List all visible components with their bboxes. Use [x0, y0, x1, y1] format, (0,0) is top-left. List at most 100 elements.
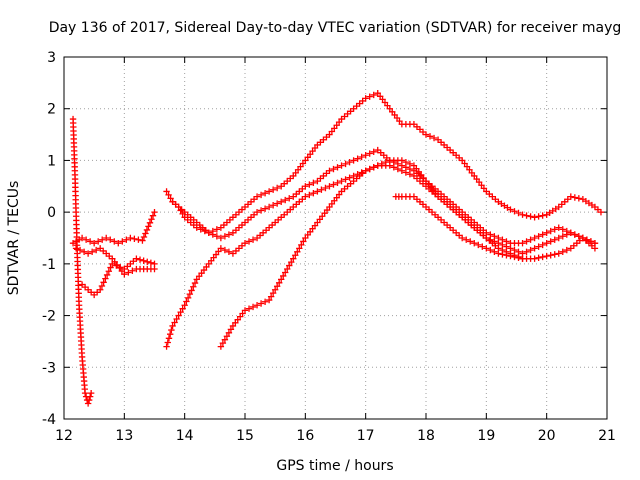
arc-7-point	[177, 308, 184, 316]
arc-7-point	[179, 305, 186, 312]
arc-1-point	[86, 393, 94, 400]
chart-title: Day 136 of 2017, Sidereal Day-to-day VTE…	[49, 20, 622, 36]
arc-8-point	[225, 329, 233, 337]
arc-5-point	[422, 131, 430, 138]
arc-6-point	[370, 148, 377, 156]
data-marks	[69, 90, 605, 407]
arc-9-point	[487, 246, 494, 254]
arc-6-point	[350, 157, 357, 164]
arc-4-point	[97, 286, 104, 293]
arc-5-point	[531, 214, 538, 221]
arc-6-point	[253, 208, 261, 216]
y-tick-label: 1	[47, 153, 56, 169]
arc-6-point	[346, 158, 353, 166]
arc-4-point	[147, 259, 155, 267]
arc-8-point	[370, 164, 377, 171]
arc-7-point	[555, 234, 562, 242]
arc-7-point	[326, 183, 333, 190]
arc-4-point	[133, 255, 140, 262]
arc-6-point	[286, 195, 293, 202]
arc-7-point	[527, 246, 534, 254]
arc-7-point	[191, 279, 199, 287]
x-tick-label: 17	[357, 428, 375, 444]
arc-8-point	[535, 233, 542, 240]
arc-9-point	[507, 252, 514, 260]
arc-9-point	[471, 239, 478, 247]
arc-7-point	[515, 248, 522, 255]
arc-9-point	[495, 250, 502, 257]
arc-5-point	[370, 91, 377, 99]
arc-8-point	[575, 233, 583, 240]
arc-5-point	[167, 195, 174, 202]
arc-6-point	[342, 160, 349, 168]
arc-8-point	[284, 265, 291, 273]
arc-5-point	[366, 93, 373, 100]
arc-7-point	[217, 245, 225, 252]
arc-6-point	[535, 254, 542, 262]
arc-7-point	[306, 191, 313, 199]
arc-6-point	[358, 153, 365, 161]
arc-5-point	[213, 226, 221, 233]
arc-2-point	[146, 219, 154, 227]
arc-7-point	[310, 189, 317, 197]
arc-5-point	[571, 194, 579, 201]
arc-8-point	[495, 234, 502, 242]
arc-8-point	[294, 248, 301, 255]
arc-8-point	[249, 303, 257, 311]
arc-9-point	[503, 252, 510, 259]
x-axis-label: GPS time / hours	[276, 458, 393, 474]
arc-9-point	[467, 238, 474, 245]
arc-7-point	[338, 177, 345, 185]
arc-3-point	[125, 269, 132, 276]
arc-3-point	[84, 250, 92, 257]
arc-2-point	[78, 234, 86, 242]
arc-8-point	[227, 326, 235, 333]
arc-9-point	[483, 245, 490, 252]
arc-3-point	[80, 248, 88, 255]
arc-8-point	[273, 283, 281, 290]
arc-8-point	[223, 333, 231, 340]
arc-8-point	[406, 165, 414, 173]
arc-4-point	[102, 275, 109, 282]
arc-4-point	[144, 258, 151, 265]
arc-8-point	[280, 272, 287, 280]
arc-7-point	[249, 236, 257, 243]
arc-4-point	[98, 282, 106, 290]
arc-2-point	[148, 216, 155, 223]
x-tick-label: 18	[417, 428, 435, 444]
arc-7-point	[183, 298, 190, 305]
x-tick-label: 15	[236, 428, 254, 444]
arc-9-point	[479, 243, 486, 250]
arc-8-point	[269, 289, 277, 297]
arc-7-point	[583, 236, 591, 243]
arc-2-point	[111, 238, 118, 245]
arc-5-point	[201, 227, 208, 235]
arc-7-point	[342, 176, 349, 183]
arc-7-point	[169, 322, 176, 330]
arc-6-point	[257, 207, 265, 214]
y-tick-label: 3	[47, 50, 56, 66]
arc-9-point	[515, 254, 522, 262]
arc-2-point	[119, 238, 126, 245]
arc-8-point	[519, 239, 526, 247]
arc-5-point	[535, 213, 542, 220]
x-tick-label: 14	[176, 428, 194, 444]
arc-8-point	[547, 227, 554, 235]
arc-8-point	[245, 305, 253, 312]
arc-8-point	[487, 231, 494, 238]
arc-6-point	[273, 200, 281, 207]
arc-4-point	[136, 256, 144, 263]
arc-5-point	[177, 207, 184, 214]
arc-2-point	[149, 212, 157, 219]
arc-1-point	[81, 389, 89, 397]
arc-2-point	[135, 236, 142, 243]
arc-5-point	[515, 209, 522, 217]
arc-6-point	[269, 202, 277, 209]
arc-7-point	[523, 248, 530, 255]
x-tick-label: 19	[477, 428, 495, 444]
arc-7-point	[175, 312, 182, 319]
arc-2-point	[131, 235, 138, 243]
arc-8-point	[261, 298, 269, 305]
arc-6-point	[559, 248, 566, 255]
